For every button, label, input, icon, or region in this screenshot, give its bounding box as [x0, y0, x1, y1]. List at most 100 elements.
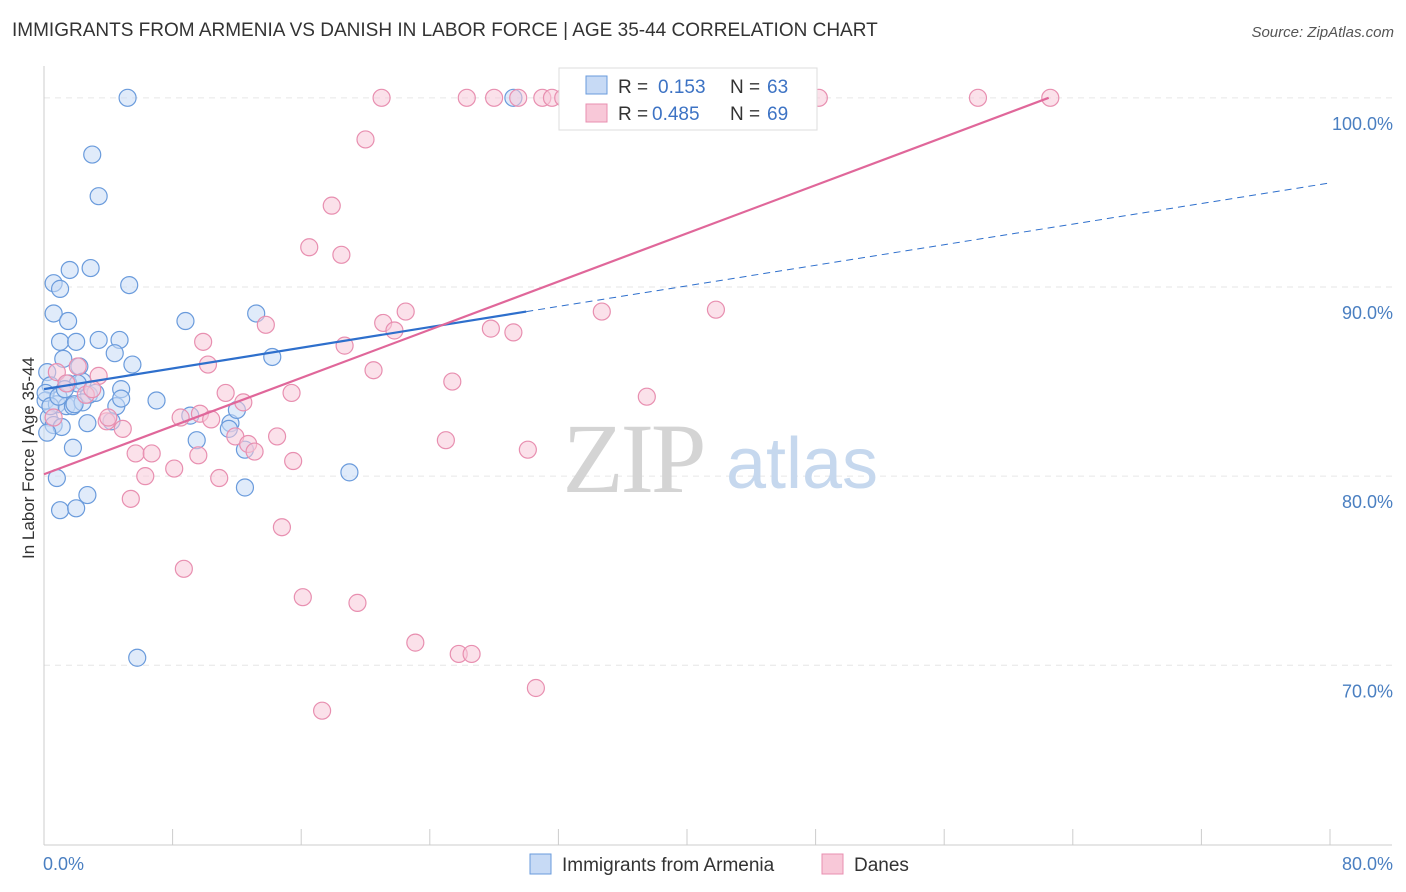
- axes: [43, 66, 1392, 846]
- y-tick-label-100: 100.0%: [1332, 114, 1393, 134]
- legend: R = 0.153 N = 63 R = 0.485 N = 69: [558, 67, 818, 131]
- legend-r-value-danes: 0.485: [652, 104, 700, 125]
- y-axis-label: In Labor Force | Age 35-44: [19, 357, 38, 559]
- danes-point-14: [300, 238, 319, 257]
- danes-point-66: [312, 701, 332, 720]
- armenia-point-2: [83, 145, 102, 164]
- armenia-point-53: [50, 501, 70, 520]
- armenia-point-14: [67, 332, 86, 351]
- armenia-point-8: [120, 275, 139, 295]
- danes-point-48: [142, 444, 161, 463]
- danes-point-1: [457, 88, 476, 107]
- danes-point-20: [481, 319, 500, 338]
- danes-point-2: [485, 88, 504, 107]
- danes-point-34: [282, 383, 301, 403]
- series-danes-points: [44, 88, 1060, 720]
- armenia-point-54: [67, 499, 86, 518]
- danes-point-12: [356, 130, 375, 149]
- danes-point-45: [267, 427, 287, 446]
- legend-n-value-armenia: 63: [767, 77, 788, 98]
- danes-point-64: [462, 644, 481, 664]
- bottom-legend-label-armenia: Immigrants from Armenia: [562, 855, 775, 876]
- y-tick-label-80: 80.0%: [1342, 492, 1393, 512]
- armenia-point-44: [38, 423, 57, 442]
- danes-point-32: [443, 372, 462, 391]
- armenia-point-47: [187, 431, 206, 450]
- armenia-point-34: [112, 389, 131, 408]
- danes-point-59: [174, 559, 193, 578]
- bottom-legend: Immigrants from Armenia Danes: [529, 853, 909, 876]
- armenia-point-9: [44, 304, 63, 323]
- danes-point-18: [256, 315, 275, 334]
- danes-point-0: [372, 88, 391, 107]
- danes-point-33: [216, 383, 235, 403]
- danes-point-46: [436, 431, 455, 450]
- danes-point-11: [1041, 88, 1060, 107]
- danes-point-19: [385, 321, 404, 340]
- legend-r-label-armenia: R =: [618, 77, 648, 98]
- legend-n-value-danes: 69: [767, 104, 788, 125]
- danes-point-52: [284, 451, 303, 471]
- bottom-legend-swatch-armenia: [529, 853, 552, 875]
- danes-point-54: [165, 459, 184, 478]
- legend-r-value-armenia: 0.153: [658, 77, 706, 98]
- danes-point-53: [518, 440, 537, 459]
- legend-swatch-danes: [585, 103, 608, 123]
- armenia-point-50: [235, 478, 255, 497]
- armenia-point-24: [105, 344, 124, 363]
- danes-point-43: [113, 419, 132, 438]
- armenia-point-0: [118, 88, 137, 107]
- danes-point-61: [348, 593, 367, 612]
- armenia-point-51: [340, 463, 359, 482]
- grid-lines: [44, 97, 1392, 666]
- danes-point-47: [126, 444, 145, 463]
- danes-point-68: [99, 408, 118, 427]
- armenia-point-15: [89, 330, 108, 350]
- armenia-point-13: [50, 332, 70, 351]
- armenia-point-11: [176, 311, 195, 331]
- chart-title: IMMIGRANTS FROM ARMENIA VS DANISH IN LAB…: [12, 20, 878, 41]
- danes-point-13: [322, 196, 341, 215]
- trend-lines: [43, 96, 1331, 476]
- watermark-atlas: atlas: [726, 424, 878, 504]
- trend-line-armenia-projection: [526, 182, 1331, 313]
- source-label: Source: ZipAtlas.com: [1251, 24, 1394, 41]
- watermark-zip: ZIP: [563, 403, 704, 514]
- danes-point-22: [592, 302, 611, 321]
- trend-line-danes: [43, 96, 1050, 476]
- armenia-point-52: [78, 485, 97, 505]
- danes-point-58: [272, 518, 292, 537]
- danes-point-62: [406, 633, 425, 652]
- danes-point-55: [136, 467, 155, 486]
- danes-point-27: [364, 361, 383, 380]
- danes-point-60: [293, 588, 312, 607]
- legend-n-label-armenia: N =: [730, 77, 760, 98]
- danes-point-51: [245, 442, 264, 461]
- danes-point-67: [44, 408, 63, 427]
- tick-labels: 70.0% 80.0% 90.0% 100.0% 0.0% 80.0%: [43, 114, 1393, 874]
- danes-point-15: [332, 245, 351, 264]
- danes-point-57: [121, 489, 140, 508]
- watermark: ZIP atlas: [563, 403, 879, 514]
- y-tick-label-90: 90.0%: [1342, 303, 1393, 323]
- legend-swatch-armenia: [585, 75, 608, 95]
- danes-point-56: [210, 468, 229, 488]
- danes-point-10: [968, 88, 988, 107]
- armenia-point-10: [59, 311, 78, 331]
- danes-point-49: [189, 446, 208, 465]
- legend-n-label-danes: N =: [730, 104, 760, 125]
- danes-point-21: [504, 323, 523, 342]
- armenia-point-3: [89, 187, 108, 206]
- danes-point-35: [637, 387, 656, 406]
- legend-r-label-danes: R =: [618, 104, 648, 125]
- armenia-point-46: [63, 438, 83, 457]
- x-tick-label-max: 80.0%: [1342, 854, 1393, 874]
- armenia-point-55: [128, 648, 147, 667]
- armenia-point-5: [81, 258, 100, 278]
- y-tick-label-70: 70.0%: [1342, 681, 1393, 701]
- danes-point-16: [396, 302, 415, 321]
- armenia-point-4: [60, 260, 79, 280]
- x-tick-label-min: 0.0%: [43, 854, 84, 874]
- armenia-point-7: [50, 279, 70, 298]
- danes-point-23: [706, 300, 726, 319]
